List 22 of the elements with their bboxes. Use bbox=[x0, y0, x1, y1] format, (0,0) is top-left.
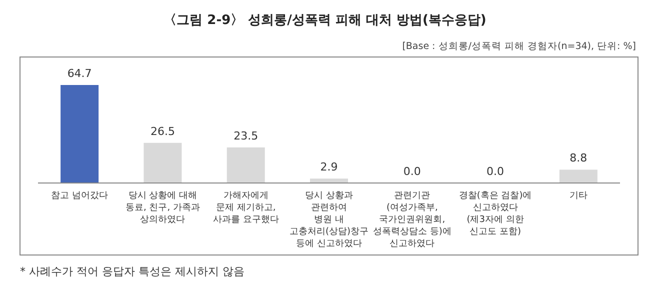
bar bbox=[559, 170, 598, 183]
x-tick-label: 경찰(혹은 검찰)에 신고하였다 (제3자에 의한 신고도 포함) bbox=[458, 191, 532, 237]
chart-title: 〈그림 2-9〉 성희롱/성폭력 피해 대처 방법(복수응답) bbox=[164, 13, 486, 28]
data-label: 0.0 bbox=[403, 165, 421, 178]
data-label: 64.7 bbox=[67, 67, 92, 80]
bar bbox=[226, 147, 265, 183]
chart-subtitle: [Base : 성희롱/성폭력 피해 경험자(n=34), 단위: %] bbox=[402, 41, 636, 52]
x-tick-label: 가해자에게 문제 제기하고, 사과를 요구했다 bbox=[212, 191, 279, 225]
data-label: 0.0 bbox=[486, 165, 504, 178]
bar bbox=[310, 178, 348, 183]
data-label: 2.9 bbox=[320, 160, 338, 174]
text: * 사례수가 적어 응답자 특성은 제시하지 않음 bbox=[20, 265, 244, 278]
bar bbox=[144, 142, 182, 183]
data-label: 26.5 bbox=[150, 124, 175, 138]
x-tick-label: 관련기관 (여성가족부, 국가인권위원회, 성폭력상담소 등)에 신고하였다 bbox=[372, 191, 452, 249]
x-tick-label: 참고 넘어갔다 bbox=[51, 191, 108, 201]
x-tick-label: 당시 상황에 대해 동료, 친구, 가족과 상의하였다 bbox=[125, 191, 200, 225]
bar bbox=[60, 85, 99, 183]
x-tick-label: 기타 bbox=[569, 191, 588, 201]
data-label: 8.8 bbox=[570, 152, 588, 165]
data-label: 23.5 bbox=[234, 129, 258, 142]
x-tick-label: 당시 상황과 관련하여 병원 내 고충처리(상담)창구 등에 신고하였다 bbox=[289, 191, 369, 249]
